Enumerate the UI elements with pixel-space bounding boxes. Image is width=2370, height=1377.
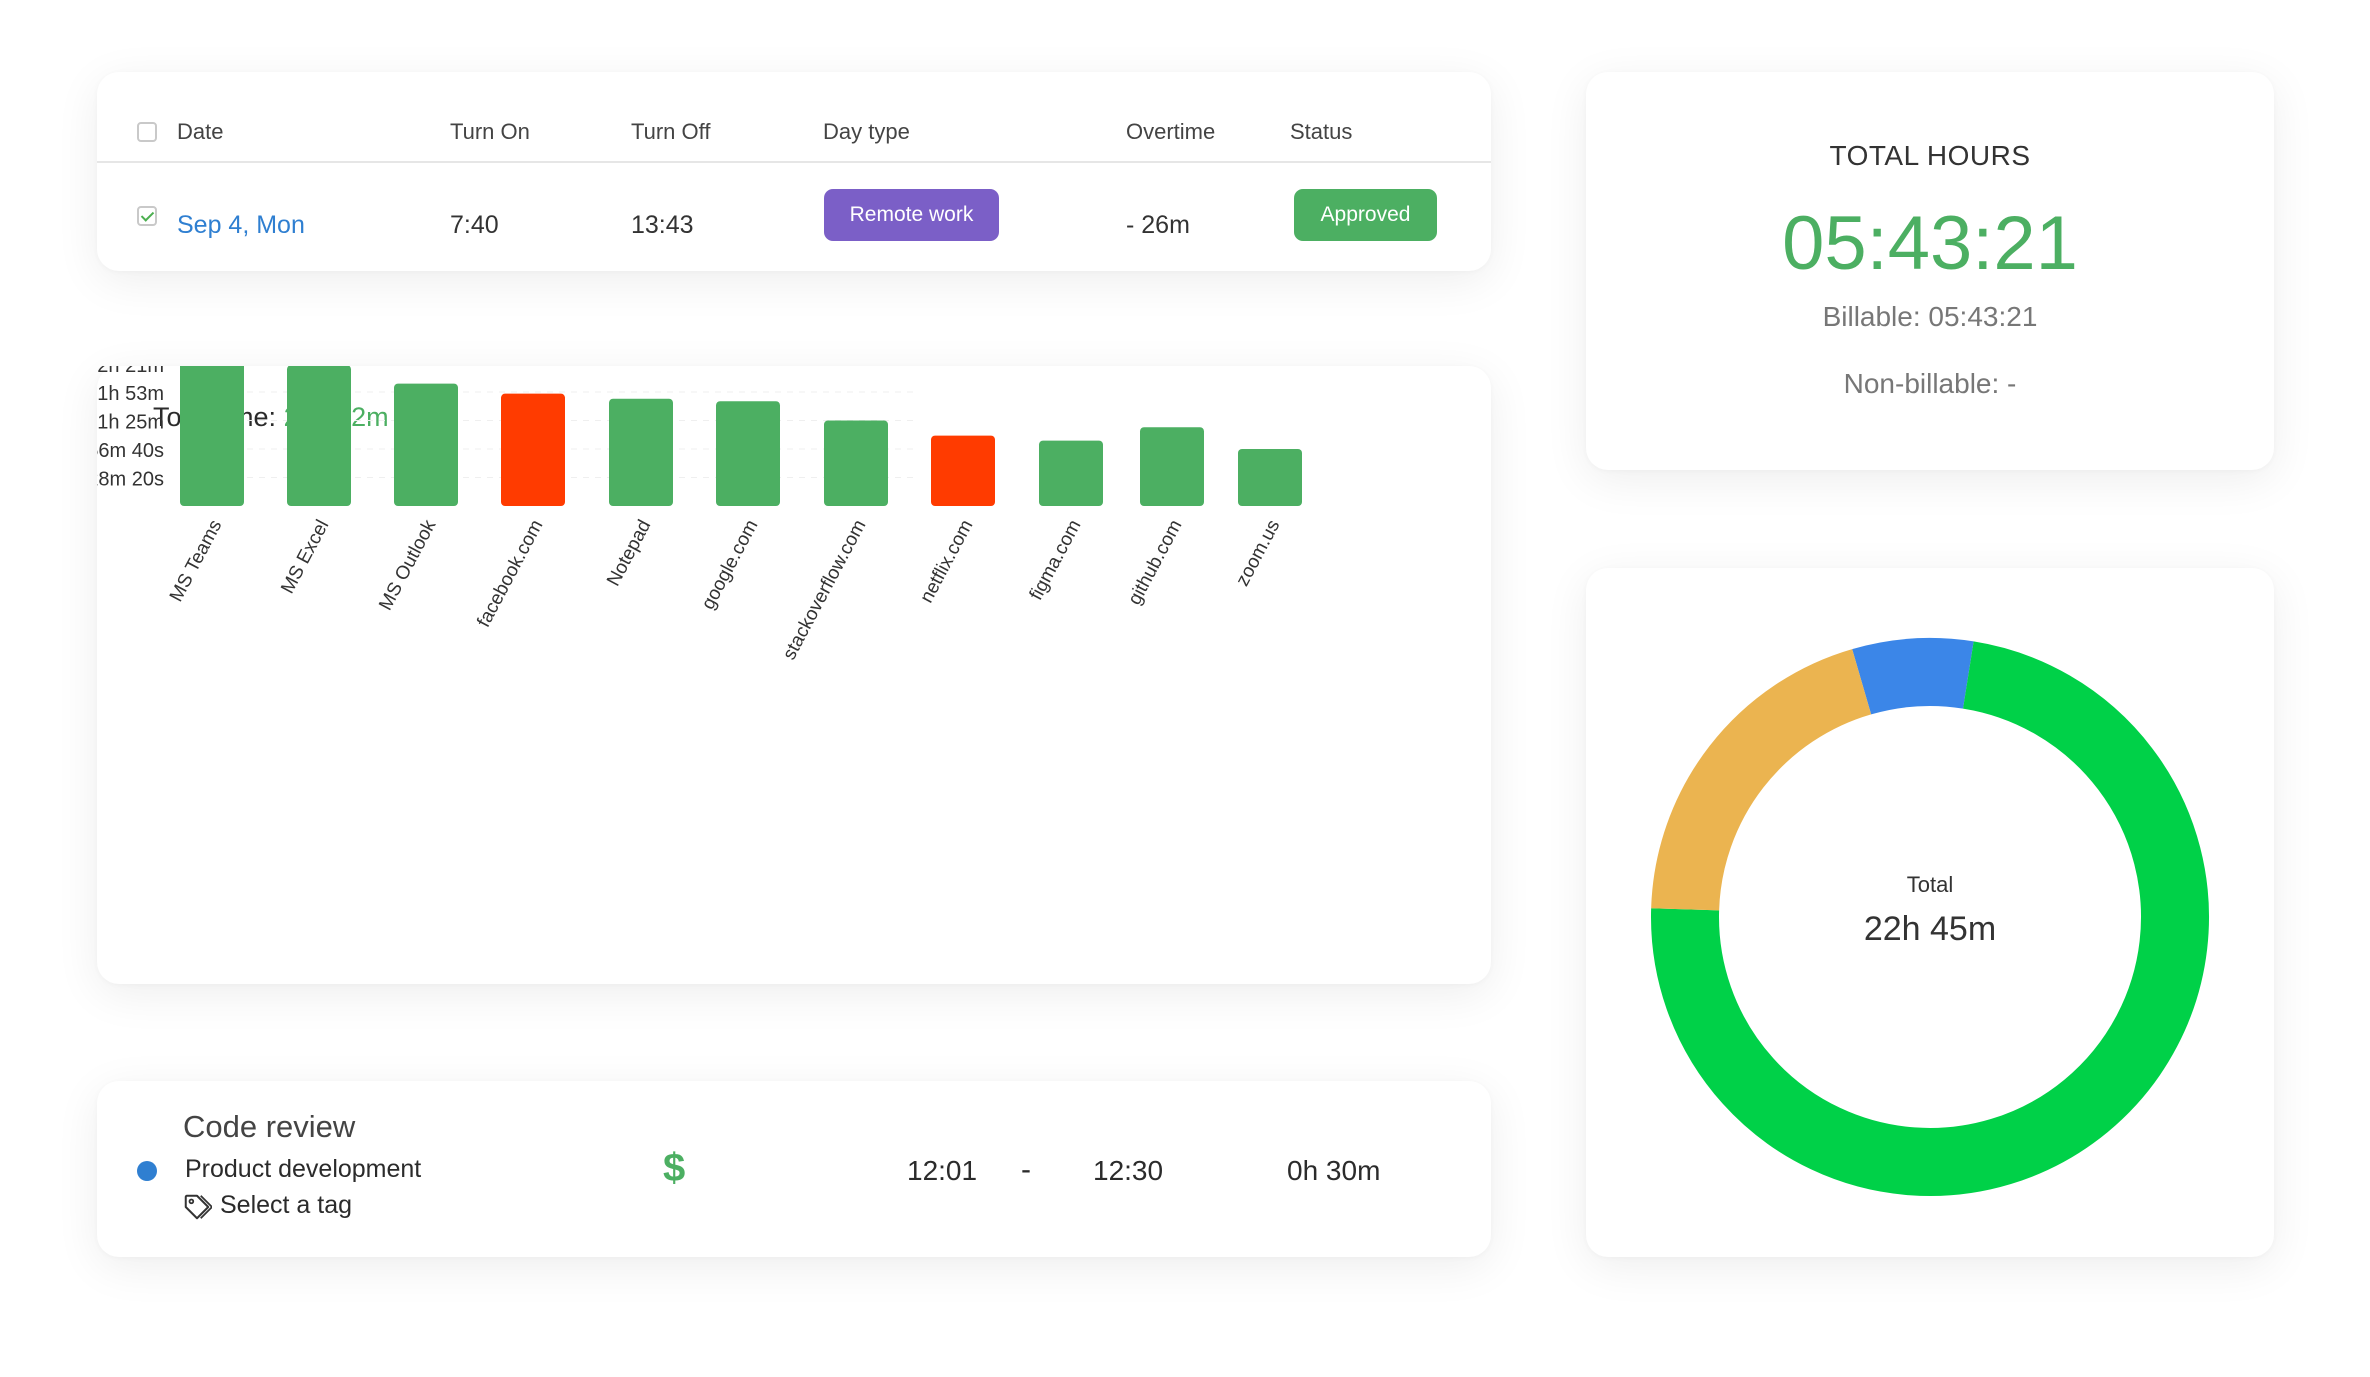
donut-center-value: 22h 45m [1863,910,1997,948]
bar-notepad[interactable] [609,398,673,506]
y-tick-label: 2h 21m [97,366,164,377]
select-tag-link[interactable]: Select a tag [220,1191,353,1219]
x-tick-label: figma.com [1026,516,1086,603]
tag-icon[interactable] [182,1192,213,1227]
header-day-type[interactable]: Day type [823,119,910,144]
bar-figma-com[interactable] [1039,440,1103,506]
bar-github-com[interactable] [1140,427,1204,506]
y-tick-label: 1h 53m [97,383,164,405]
time-separator: - [1021,1153,1031,1186]
x-tick-label: zoom.us [1232,516,1284,589]
donut-segment-orange[interactable] [1651,649,1872,911]
donut-center-label: Total [1906,872,1954,897]
billable-hours: Billable: 05:43:21 [1822,301,2038,332]
bar-stackoverflow-com[interactable] [824,420,888,507]
project-color-dot [137,1161,157,1181]
total-hours-title: TOTAL HOURS [1829,140,2031,171]
end-time[interactable]: 12:30 [1093,1155,1164,1186]
header-overtime[interactable]: Overtime [1126,119,1216,144]
bar-ms-excel[interactable] [287,366,351,506]
header-date[interactable]: Date [177,119,224,144]
timesheet-table: Date Turn On Turn Off Day type Overtime … [97,72,1491,271]
project-name[interactable]: Product development [185,1155,422,1183]
start-time[interactable]: 12:01 [907,1155,978,1186]
bar-facebook-com[interactable] [501,393,565,506]
x-tick-label: Notepad [603,516,655,589]
bar-google-com[interactable] [716,401,780,506]
y-tick-label: 56m 40s [97,440,164,462]
x-tick-label: github.com [1124,516,1186,608]
row-turn-on: 7:40 [450,211,499,239]
day-type-badge[interactable]: Remote work [824,189,999,241]
total-donut-card: Total 22h 45m [1586,568,2274,1257]
header-status[interactable]: Status [1290,119,1353,144]
time-entry-row[interactable]: Code review Product development Select a… [97,1081,1491,1257]
row-turn-off: 13:43 [631,211,694,239]
donut-segment-green[interactable] [1651,641,2209,1196]
header-turn-off[interactable]: Turn Off [631,119,711,144]
task-title[interactable]: Code review [183,1109,356,1144]
x-tick-label: MS Teams [166,516,227,605]
donut-segment-blue[interactable] [1852,638,1974,715]
duration[interactable]: 0h 30m [1287,1155,1381,1186]
select-all-checkbox[interactable] [137,122,157,142]
x-tick-label: google.com [698,516,763,613]
header-divider [97,161,1491,163]
billable-dollar-icon[interactable]: $ [663,1146,686,1190]
x-tick-label: facebook.com [473,516,547,630]
y-tick-label: 1h 25m [97,412,164,434]
row-date-link[interactable]: Sep 4, Mon [177,211,305,239]
bar-ms-teams[interactable] [180,366,244,506]
donut-chart [1651,638,2209,1196]
total-hours-value: 05:43:21 [1782,201,2078,286]
non-billable-hours: Non-billable: - [1843,368,2017,399]
x-tick-label: netflix.com [916,516,977,606]
y-tick-label: 28m 20s [97,469,164,491]
bar-netflix-com[interactable] [931,435,995,506]
bar-ms-outlook[interactable] [394,383,458,506]
x-tick-label: MS Outlook [375,516,440,614]
x-tick-label: stackoverflow.com [779,516,870,663]
x-tick-label: MS Excel [277,516,333,597]
bar-zoom-us[interactable] [1238,449,1302,506]
total-hours-card: TOTAL HOURS 05:43:21 Billable: 05:43:21 … [1586,72,2274,470]
row-checkbox[interactable] [137,206,157,226]
row-overtime: - 26m [1126,211,1190,239]
status-badge[interactable]: Approved [1294,189,1437,241]
header-turn-on[interactable]: Turn On [450,119,530,144]
